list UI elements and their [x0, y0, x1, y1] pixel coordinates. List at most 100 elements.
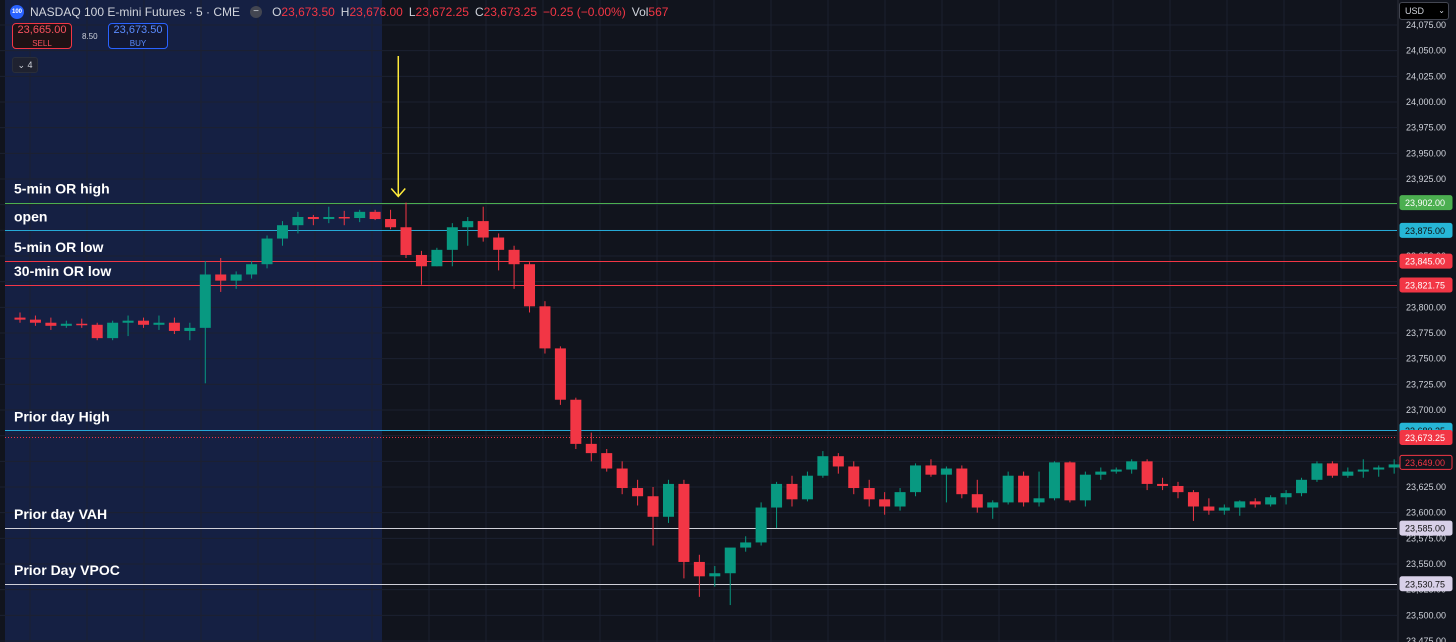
- candle-body: [740, 542, 752, 548]
- level-label: Prior Day VPOC: [14, 562, 120, 578]
- candle-body: [1234, 501, 1246, 508]
- last-price-tag-text: 23,673.25: [1405, 433, 1445, 443]
- candle-body: [246, 264, 258, 275]
- candle-body: [539, 306, 551, 349]
- candle-body: [292, 216, 304, 226]
- open-key: O: [272, 5, 282, 19]
- candle-body: [338, 216, 350, 219]
- candle-body: [647, 496, 659, 517]
- candle-body: [276, 225, 288, 239]
- buy-label: BUY: [129, 39, 147, 48]
- candle-body: [369, 211, 381, 220]
- candle-body: [1018, 475, 1030, 503]
- price-tick-label: 23,800.00: [1406, 302, 1446, 312]
- candle-body: [662, 483, 674, 517]
- low-key: L: [408, 5, 416, 19]
- candle-body: [400, 227, 412, 255]
- price-tick-label: 23,950.00: [1406, 148, 1446, 158]
- annotation-arrow-head: [390, 187, 406, 198]
- candle-body: [431, 249, 443, 267]
- candle-body: [894, 492, 906, 507]
- price-tick-label: 23,550.00: [1406, 559, 1446, 569]
- buy-button[interactable]: 23,673.50 BUY: [108, 23, 168, 49]
- candle-body: [1126, 461, 1138, 470]
- candle-body: [323, 216, 335, 220]
- candle-body: [493, 237, 505, 250]
- price-tick-label: 23,725.00: [1406, 379, 1446, 389]
- candle-body: [1064, 462, 1076, 501]
- candle-body: [462, 221, 474, 228]
- spread-value: 8.50: [82, 32, 98, 41]
- candle-body: [616, 468, 628, 489]
- candle-body: [925, 465, 937, 475]
- candle-body: [122, 320, 134, 323]
- level-price-tag: [1399, 195, 1453, 211]
- candle-body: [477, 221, 489, 238]
- candle-body: [1095, 471, 1107, 475]
- candle-body: [1203, 506, 1215, 511]
- countdown-price-tag: [1399, 454, 1453, 470]
- level-price-tag-text: 23,821.75: [1405, 281, 1445, 291]
- price-tick-label: 23,775.00: [1406, 328, 1446, 338]
- candle-body: [771, 483, 783, 508]
- candle-body: [168, 322, 180, 331]
- high-key: H: [340, 5, 350, 19]
- candle-body: [678, 483, 690, 562]
- candle-body: [1002, 475, 1014, 503]
- chevron-down-icon: ⌄: [1438, 6, 1445, 15]
- level-price-tag-text: 23,585.00: [1405, 524, 1445, 534]
- price-tick-label: 24,000.00: [1406, 97, 1446, 107]
- candle-body: [1033, 498, 1045, 503]
- candle-body: [1373, 467, 1385, 470]
- candle-body: [415, 254, 427, 267]
- candle-body: [956, 468, 968, 495]
- candle-body: [524, 264, 536, 307]
- candle-body: [199, 274, 211, 328]
- price-tick-label: 23,475.00: [1406, 636, 1446, 642]
- candle-body: [1357, 469, 1369, 472]
- candle-body: [879, 499, 891, 507]
- price-tick-label: 24,050.00: [1406, 46, 1446, 56]
- candle-body: [910, 465, 922, 493]
- candle-body: [1172, 485, 1184, 493]
- nasdaq-logo-icon: 100: [10, 5, 24, 19]
- sell-label: SELL: [32, 39, 52, 48]
- candle-body: [1326, 463, 1338, 476]
- volume-key: Vol: [631, 5, 649, 19]
- level-label: Prior day VAH: [14, 506, 107, 522]
- symbol-title[interactable]: NASDAQ 100 E-mini Futures · 5 · CME: [30, 5, 241, 19]
- price-tick-label: 23,500.00: [1406, 610, 1446, 620]
- candle-body: [29, 319, 41, 323]
- currency-select[interactable]: USD ⌄: [1399, 2, 1449, 20]
- candle-body: [1141, 461, 1153, 484]
- candle-body: [107, 322, 119, 339]
- candle-body: [1157, 483, 1169, 486]
- candle-body: [1249, 501, 1261, 505]
- candle-body: [91, 324, 103, 339]
- candle-body: [848, 466, 860, 489]
- collapse-indicators-button[interactable]: ⌄ 4: [12, 57, 38, 73]
- candle-body: [755, 507, 767, 543]
- candle-body: [570, 399, 582, 444]
- candle-body: [801, 475, 813, 500]
- level-price-tag-text: 23,530.75: [1405, 579, 1445, 589]
- price-tick-label: 24,025.00: [1406, 71, 1446, 81]
- sell-button[interactable]: 23,665.00 SELL: [12, 23, 72, 49]
- candle-body: [987, 502, 999, 508]
- candle-body: [786, 483, 798, 500]
- candle-body: [45, 322, 57, 326]
- level-price-tag-text: 23,902.00: [1405, 198, 1445, 208]
- candle-body: [1280, 493, 1292, 498]
- candle-body: [1187, 492, 1199, 507]
- candle-body: [693, 561, 705, 577]
- price-tick-label: 24,075.00: [1406, 20, 1446, 30]
- candle-body: [601, 453, 613, 469]
- price-tick-label: 23,575.00: [1406, 533, 1446, 543]
- minus-icon[interactable]: −: [250, 6, 263, 18]
- candle-body: [724, 547, 736, 574]
- level-label: 30-min OR low: [14, 263, 111, 279]
- candle-body: [261, 238, 273, 265]
- level-price-tag: [1399, 222, 1453, 238]
